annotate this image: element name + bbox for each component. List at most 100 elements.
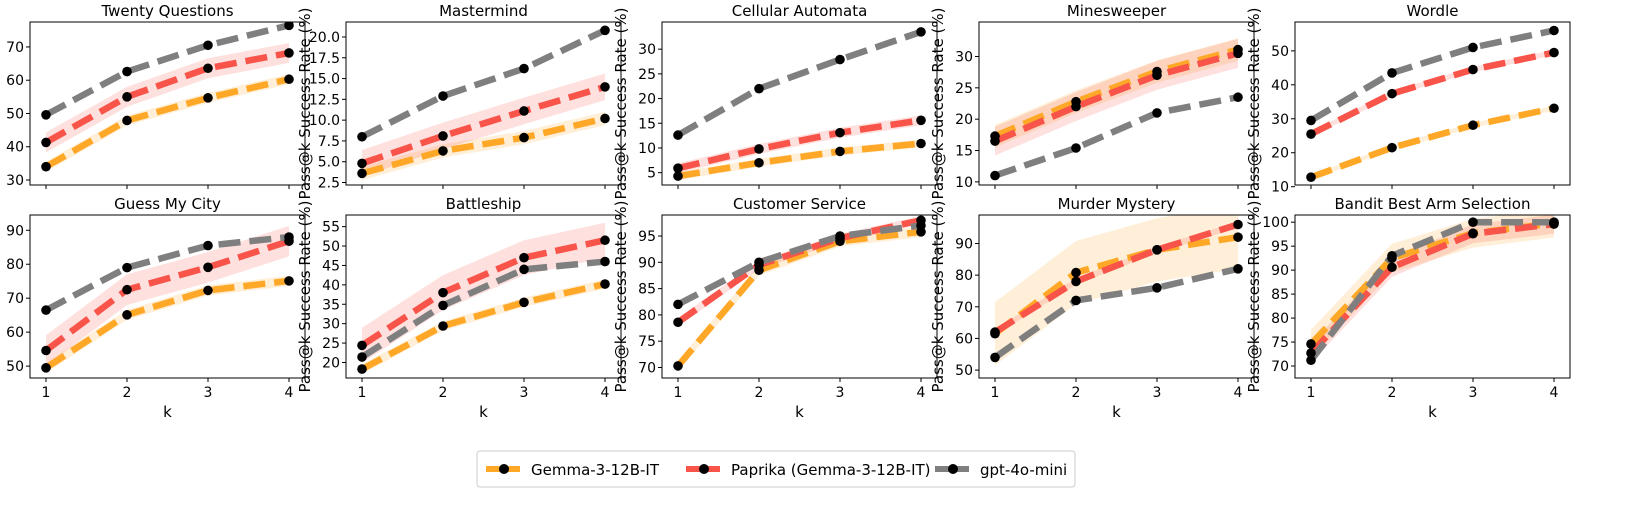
point-gpt-4o-mini bbox=[1071, 295, 1081, 306]
y-tick-label: 50 bbox=[1271, 44, 1289, 60]
point-gpt-4o-mini bbox=[1152, 108, 1162, 118]
point-gemma-3-12b-it bbox=[122, 115, 132, 126]
series-line-paprika-gemma-3-12b-it bbox=[44, 238, 290, 354]
point-gpt-4o-mini bbox=[1152, 282, 1162, 293]
y-tick-label: 70 bbox=[638, 360, 656, 376]
y-tick-label: 15.0 bbox=[309, 72, 340, 88]
x-tick-label: 3 bbox=[1469, 385, 1478, 401]
point-paprika-gemma-3-12b-it bbox=[438, 131, 448, 141]
legend-label-paprika: Paprika (Gemma-3-12B-IT) bbox=[731, 461, 931, 479]
subplot-guess-my-city: Guess My CityPass@k Success Rate (%)5060… bbox=[6, 195, 306, 421]
point-gemma-3-12b-it bbox=[1306, 172, 1316, 182]
subplot-bandit-best-arm-selection: Bandit Best Arm Selection Pass@k Success … bbox=[1245, 195, 1571, 421]
y-tick-label: 5.0 bbox=[318, 155, 340, 171]
series-line-paprika-gemma-3-12b-it bbox=[44, 49, 290, 146]
series-line-gpt-4o-mini bbox=[676, 28, 923, 138]
axes-frame bbox=[1294, 214, 1571, 379]
y-tick-label: 20.0 bbox=[309, 30, 340, 46]
y-tick-label: 30 bbox=[322, 317, 340, 333]
point-gpt-4o-mini bbox=[284, 232, 294, 242]
axes-frame bbox=[978, 21, 1255, 186]
point-paprika-gemma-3-12b-it bbox=[1468, 228, 1478, 239]
point-gemma-3-12b-it bbox=[284, 276, 294, 286]
y-tick-label: 30 bbox=[955, 49, 973, 65]
subplot-twenty-questions: Twenty QuestionsPass@k Success Rate (%)3… bbox=[6, 2, 306, 189]
x-tick-label: 2 bbox=[1388, 385, 1397, 401]
x-tick-label: 3 bbox=[204, 385, 213, 401]
point-paprika-gemma-3-12b-it bbox=[1468, 64, 1478, 75]
point-paprika-gemma-3-12b-it bbox=[835, 127, 845, 138]
y-tick-label: 20 bbox=[1271, 146, 1289, 162]
subplot-title: Battleship bbox=[446, 195, 522, 213]
subplot-title: Wordle bbox=[1407, 2, 1459, 20]
subplot-title: Bandit Best Arm Selection bbox=[1335, 195, 1531, 213]
point-gpt-4o-mini bbox=[1071, 143, 1081, 153]
x-tick-label: 4 bbox=[1234, 385, 1243, 401]
legend-marker-paprika bbox=[699, 464, 709, 474]
point-paprika-gemma-3-12b-it bbox=[438, 287, 448, 298]
y-tick-label: 60 bbox=[955, 331, 973, 347]
point-gpt-4o-mini bbox=[1233, 264, 1243, 274]
y-tick-label: 85 bbox=[638, 282, 656, 298]
y-tick-label: 10 bbox=[955, 175, 973, 191]
subplot-title: Mastermind bbox=[439, 2, 528, 20]
y-tick-label: 80 bbox=[6, 257, 24, 273]
x-tick-label: 2 bbox=[755, 385, 764, 401]
point-gpt-4o-mini bbox=[754, 257, 764, 268]
x-tick-label: 3 bbox=[1153, 385, 1162, 401]
y-tick-label: 25 bbox=[322, 336, 340, 352]
x-tick-label: 3 bbox=[520, 385, 529, 401]
point-gpt-4o-mini bbox=[673, 130, 683, 140]
point-gpt-4o-mini bbox=[1306, 355, 1316, 366]
y-axis-label: Pass@k Success Rate (%) bbox=[296, 8, 314, 200]
point-gemma-3-12b-it bbox=[41, 161, 51, 172]
plot-area bbox=[673, 27, 926, 181]
y-tick-label: 2.5 bbox=[318, 176, 340, 192]
x-axis-label: k bbox=[1112, 403, 1121, 421]
plot-area bbox=[1306, 215, 1559, 366]
series-line-gemma-3-12b-it bbox=[677, 140, 922, 180]
y-axis-label: Pass@k Success Rate (%) bbox=[612, 8, 630, 200]
band-paprika-gemma-3-12b-it bbox=[995, 221, 1238, 336]
point-gpt-4o-mini bbox=[600, 256, 610, 267]
legend: Gemma-3-12B-IT Paprika (Gemma-3-12B-IT) … bbox=[476, 450, 1076, 488]
point-paprika-gemma-3-12b-it bbox=[673, 317, 683, 328]
plot-area bbox=[990, 215, 1243, 366]
series-line-paprika-gemma-3-12b-it bbox=[993, 221, 1239, 335]
plot-area bbox=[357, 222, 610, 374]
x-axis-label: k bbox=[163, 403, 172, 421]
point-paprika-gemma-3-12b-it bbox=[1233, 219, 1243, 230]
y-tick-label: 10 bbox=[638, 141, 656, 157]
point-paprika-gemma-3-12b-it bbox=[1306, 348, 1316, 358]
series-line-gemma-3-12b-it bbox=[360, 280, 606, 372]
subplot-title: Cellular Automata bbox=[732, 2, 868, 20]
legend-marker-gemma bbox=[499, 464, 509, 474]
point-gemma-3-12b-it bbox=[916, 138, 926, 149]
axes-frame bbox=[661, 214, 938, 379]
point-gemma-3-12b-it bbox=[600, 113, 610, 124]
x-tick-label: 1 bbox=[674, 385, 683, 401]
x-tick-label: 1 bbox=[991, 385, 1000, 401]
plot-area bbox=[357, 25, 610, 181]
y-axis-label: Pass@k Success Rate (%) bbox=[1245, 8, 1263, 200]
y-tick-label: 75 bbox=[638, 334, 656, 350]
legend-entry-gemma: Gemma-3-12B-IT bbox=[486, 461, 660, 479]
series-line-gemma-3-12b-it bbox=[44, 277, 290, 371]
series-line-gpt-4o-mini bbox=[360, 258, 606, 360]
series-line-gemma-3-12b-it bbox=[1309, 105, 1555, 181]
y-tick-label: 80 bbox=[1271, 311, 1289, 327]
point-gpt-4o-mini bbox=[519, 63, 529, 74]
point-paprika-gemma-3-12b-it bbox=[357, 158, 367, 169]
series-line-gemma-3-12b-it bbox=[1308, 219, 1555, 347]
point-paprika-gemma-3-12b-it bbox=[122, 92, 132, 102]
point-paprika-gemma-3-12b-it bbox=[203, 63, 213, 74]
point-paprika-gemma-3-12b-it bbox=[990, 327, 1000, 337]
subplot-customer-service: Customer Service Pass@k Success Rate (%) 7… bbox=[612, 195, 938, 421]
point-paprika-gemma-3-12b-it bbox=[1152, 70, 1162, 81]
point-gpt-4o-mini bbox=[438, 91, 448, 101]
series-line-paprika-gemma-3-12b-it bbox=[360, 237, 606, 349]
point-gpt-4o-mini bbox=[284, 22, 294, 31]
point-gpt-4o-mini bbox=[990, 352, 1000, 363]
point-paprika-gemma-3-12b-it bbox=[754, 144, 764, 154]
point-gemma-3-12b-it bbox=[357, 168, 367, 179]
